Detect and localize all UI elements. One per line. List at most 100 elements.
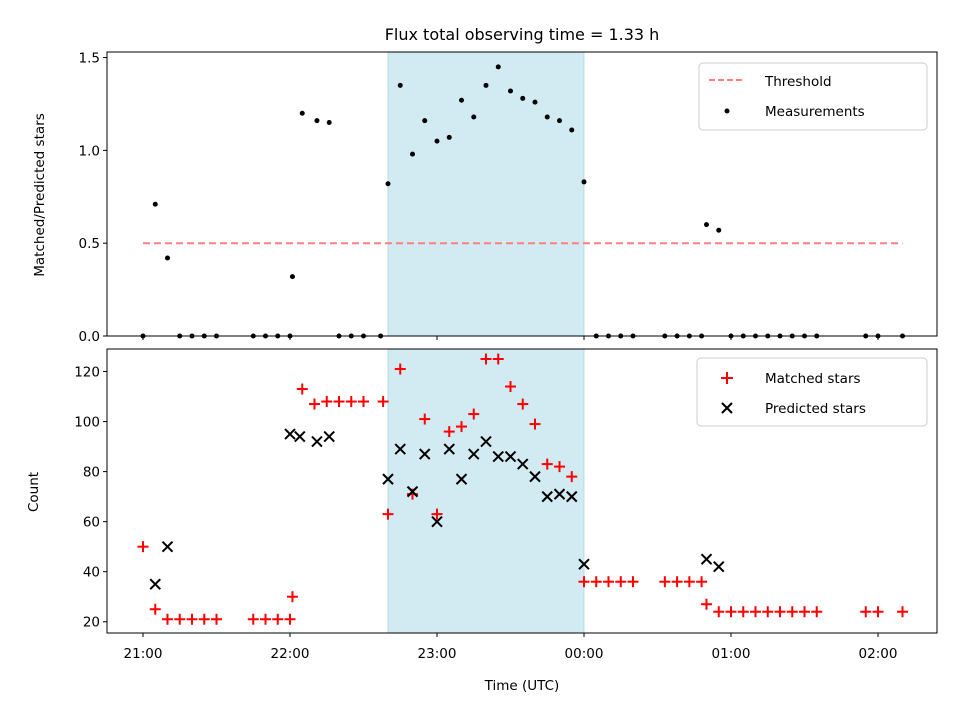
- x-tick: 02:00: [859, 633, 897, 662]
- x-tick-label: 22:00: [271, 646, 310, 662]
- matched-point: [683, 576, 695, 588]
- y-tick: 1.5: [79, 51, 107, 67]
- measurement-point: [314, 118, 320, 124]
- measurement-point: [508, 88, 513, 94]
- legend-measurements-swatch: [724, 108, 730, 114]
- matched-point: [443, 426, 455, 438]
- predicted-point: [311, 435, 323, 448]
- y-tick: 80: [83, 465, 107, 481]
- measurement-point: [704, 222, 709, 228]
- measurement-point: [152, 201, 158, 207]
- x-axis-label: Time (UTC): [484, 678, 560, 694]
- measurement-point: [422, 118, 428, 124]
- y-tick: 120: [74, 365, 107, 381]
- measurement-point: [385, 181, 391, 187]
- matched-stars-series: [137, 353, 908, 625]
- predicted-point: [323, 430, 335, 443]
- y-tick-label: 80: [83, 465, 100, 481]
- y-tick-label: 20: [83, 615, 100, 631]
- predicted-point: [382, 473, 394, 485]
- x-tick: 01:00: [712, 633, 750, 662]
- measurement-point: [446, 134, 452, 140]
- matched-point: [505, 381, 516, 393]
- predicted-point: [406, 485, 419, 498]
- legend-matched-swatch: [721, 372, 733, 384]
- legend-matched-label: Matched stars: [765, 371, 861, 387]
- matched-point: [198, 613, 210, 625]
- predicted-point: [566, 490, 578, 503]
- predicted-point: [541, 490, 553, 503]
- legend-threshold-label: Threshold: [764, 74, 832, 90]
- y-tick: 0.5: [79, 236, 107, 252]
- matched-point: [456, 421, 467, 433]
- matched-point: [603, 576, 614, 588]
- measurement-point: [299, 110, 305, 116]
- matched-point: [419, 413, 431, 425]
- x-tick: 23:00: [418, 633, 456, 662]
- predicted-point: [431, 515, 443, 528]
- matched-point: [174, 613, 186, 625]
- matched-point: [529, 418, 541, 430]
- matched-point: [211, 613, 222, 625]
- matched-point: [468, 408, 480, 420]
- y-tick: 20: [83, 615, 107, 631]
- matched-point: [811, 606, 823, 618]
- measurement-point: [289, 274, 295, 280]
- predicted-point: [149, 578, 161, 590]
- measurement-point: [532, 99, 538, 105]
- matched-point: [627, 576, 639, 588]
- measurement-point: [581, 179, 587, 185]
- top-observing-window-shade: [387, 51, 585, 337]
- matched-point: [247, 613, 259, 625]
- predicted-point: [553, 488, 566, 500]
- bottom-y-axis: 20 40 60 80 100 120: [74, 365, 107, 631]
- top-legend: Threshold Measurements: [698, 62, 928, 131]
- y-tick: 1.0: [79, 143, 107, 159]
- x-tick: 21:00: [124, 633, 162, 662]
- matched-point: [786, 606, 798, 618]
- ratio-panel: 0.0 0.5 1.0 1.5 Matched/Predicted stars Thr…: [32, 51, 938, 345]
- y-tick-label: 1.5: [79, 51, 100, 67]
- measurement-point: [520, 95, 526, 101]
- matched-point: [860, 606, 872, 618]
- predicted-stars-series: [149, 428, 725, 590]
- matched-point: [137, 541, 149, 553]
- predicted-point: [480, 435, 492, 448]
- matched-point: [431, 508, 443, 520]
- y-tick: 60: [83, 515, 107, 531]
- matched-point: [358, 396, 369, 408]
- matched-point: [286, 591, 298, 603]
- matched-point: [541, 458, 553, 470]
- matched-point: [480, 353, 492, 365]
- matched-point: [566, 471, 578, 483]
- matched-point: [149, 603, 161, 615]
- matched-point: [162, 613, 173, 625]
- matched-point: [872, 606, 884, 618]
- matched-point: [762, 606, 774, 618]
- matched-point: [897, 606, 908, 618]
- measurement-point: [471, 114, 477, 120]
- matched-point: [713, 606, 725, 618]
- y-tick-label: 0.5: [79, 236, 100, 252]
- x-tick: 22:00: [271, 633, 310, 662]
- predicted-point: [529, 470, 541, 483]
- bottom-legend: Matched stars Predicted stars: [696, 357, 928, 427]
- predicted-point: [578, 558, 590, 570]
- top-legend-box: [698, 62, 928, 131]
- matched-point: [309, 398, 320, 410]
- matched-point: [333, 396, 345, 408]
- predicted-point: [161, 540, 174, 553]
- count-panel: 20 40 60 80 100 120 21:00 22:00 23:00 00:00 01:00…: [26, 348, 938, 694]
- matched-point: [394, 363, 406, 375]
- y-tick-label: 40: [83, 565, 100, 581]
- predicted-point: [419, 448, 431, 460]
- matched-point: [578, 576, 590, 588]
- matched-point: [659, 576, 671, 588]
- top-y-axis-label: Matched/Predicted stars: [32, 113, 48, 276]
- measurement-point: [165, 255, 170, 261]
- matched-point: [701, 598, 712, 610]
- measurement-point: [557, 118, 562, 124]
- matched-point: [345, 396, 357, 408]
- y-tick-label: 1.0: [79, 143, 100, 159]
- matched-point: [774, 606, 786, 618]
